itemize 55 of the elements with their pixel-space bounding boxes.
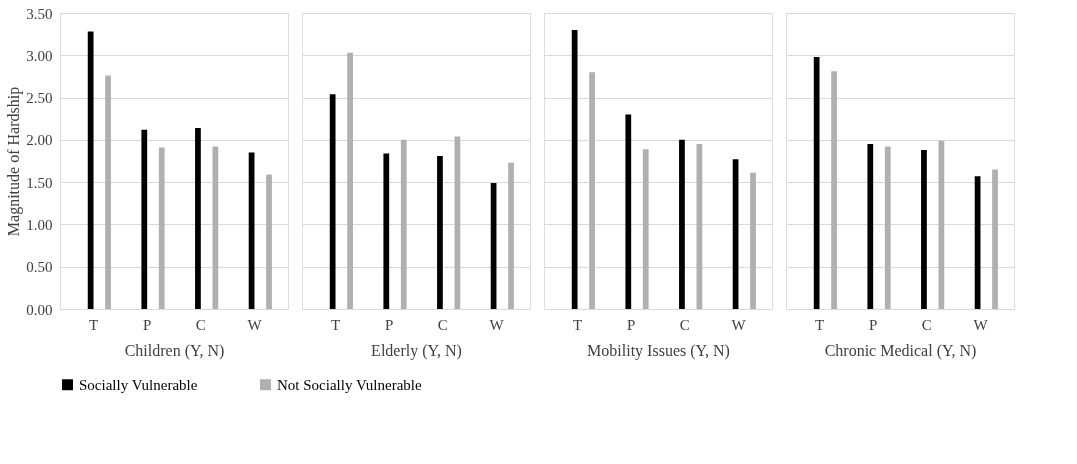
x-tick-label: T (330, 316, 341, 333)
x-tick-label: P (869, 316, 878, 333)
x-tick-label: C (437, 316, 448, 333)
bar (266, 174, 272, 309)
x-tick-label: C (921, 316, 932, 333)
y-tick-label: 2.00 (26, 132, 53, 149)
x-tick-label: W (731, 316, 747, 333)
bar (831, 71, 837, 309)
x-tick-label: P (385, 316, 394, 333)
y-tick-label: 2.50 (26, 90, 53, 107)
bar (195, 128, 201, 309)
bar (679, 139, 685, 309)
bar (158, 147, 165, 309)
bar (813, 56, 820, 309)
x-tick-label: W (489, 316, 505, 333)
y-axis-title: Magnitude of Hardship (5, 86, 24, 237)
y-tick-label: 0.00 (26, 301, 53, 318)
x-tick-label: C (195, 316, 206, 333)
x-tick-label: T (814, 316, 825, 333)
y-tick-label: 3.00 (26, 47, 53, 64)
bar (992, 169, 998, 309)
x-tick-label: T (88, 316, 99, 333)
bar (400, 139, 407, 309)
x-tick-label: C (679, 316, 690, 333)
bar (884, 146, 891, 309)
bar (141, 129, 148, 309)
y-tick-label: 1.00 (26, 216, 53, 233)
bar (105, 75, 111, 309)
y-tick-label: 1.50 (26, 174, 53, 191)
legend-label: Socially Vulnerable (79, 376, 198, 393)
x-tick-label: W (247, 316, 263, 333)
bar (571, 29, 578, 309)
y-tick-label: 0.50 (26, 259, 53, 276)
bar (750, 172, 756, 309)
bar (625, 114, 632, 309)
y-tick-label: 3.50 (26, 5, 53, 22)
x-axis-title: Mobility Issues (Y, N) (587, 341, 730, 360)
bar (642, 149, 649, 309)
x-tick-label: W (973, 316, 989, 333)
bar (437, 155, 443, 309)
legend-label: Not Socially Vulnerable (277, 376, 422, 393)
x-axis-title: Elderly (Y, N) (371, 341, 462, 360)
bar (383, 153, 390, 309)
bar (87, 31, 94, 309)
x-axis-title: Chronic Medical (Y, N) (824, 341, 977, 360)
x-tick-label: T (572, 316, 583, 333)
x-axis-title: Children (Y, N) (124, 341, 225, 360)
bar (867, 144, 874, 309)
bar (329, 94, 336, 309)
x-tick-label: P (627, 316, 636, 333)
bar (347, 52, 353, 309)
bar (921, 150, 927, 309)
bar (508, 162, 514, 309)
x-tick-label: P (143, 316, 152, 333)
bar (589, 72, 595, 309)
